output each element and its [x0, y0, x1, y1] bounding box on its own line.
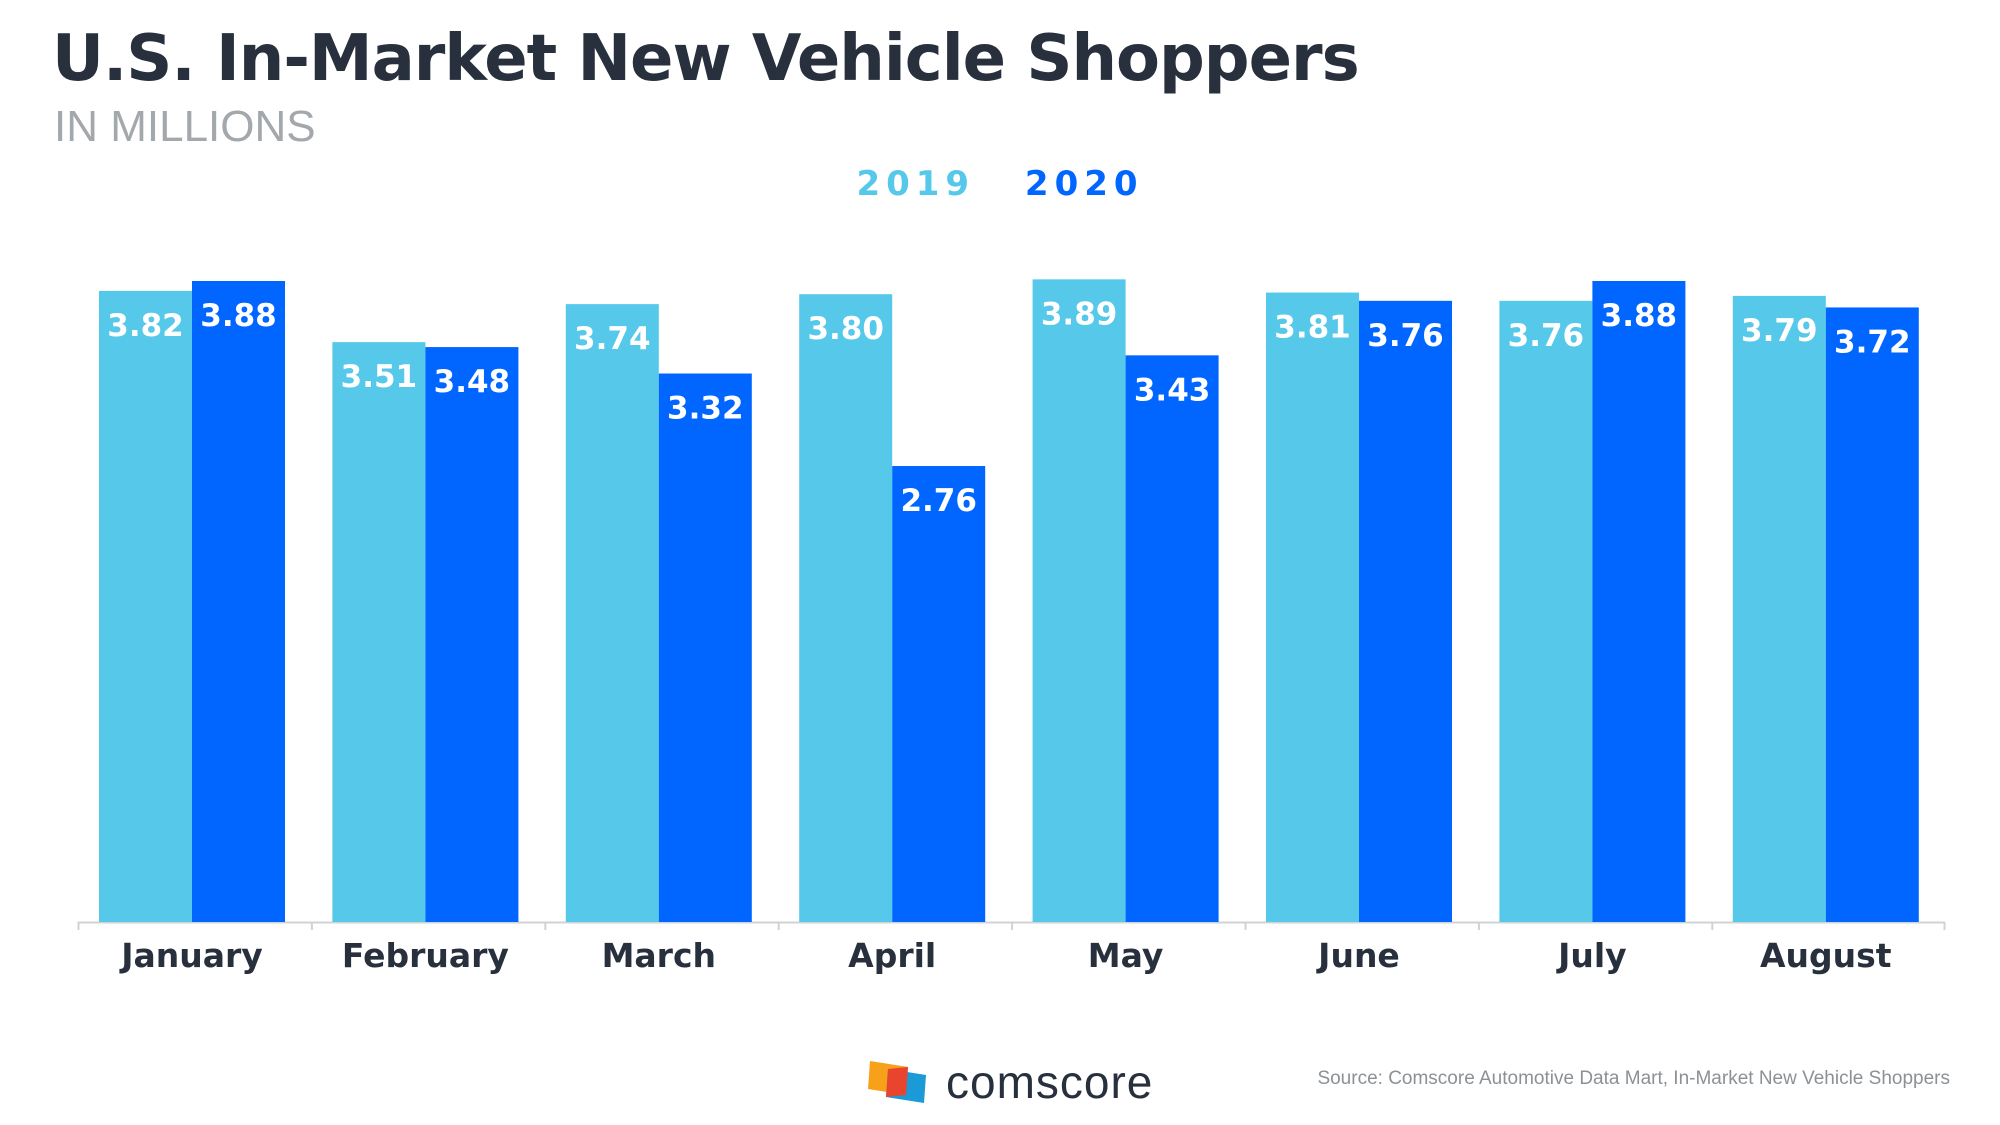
data-label-2019-january: 3.82 — [107, 308, 184, 344]
legend: 2019 2020 — [0, 164, 2000, 204]
chart-title: U.S. In-Market New Vehicle Shoppers — [52, 22, 1360, 96]
data-label-2019-april: 3.80 — [807, 311, 884, 347]
bar-chart: 3.82 3.88 January 3.51 3.48 February 3.74 3.32 M… — [77, 279, 1946, 975]
bar-2019-july — [1499, 300, 1593, 923]
bar-2020-july — [1592, 281, 1686, 922]
bar-2019-august — [1732, 295, 1826, 923]
source-note: Source: Comscore Automotive Data Mart, I… — [1317, 1068, 1950, 1089]
legend-2020: 2020 — [1024, 164, 1144, 204]
category-label-august: August — [1760, 936, 1892, 975]
legend-2019: 2019 — [856, 164, 976, 204]
data-label-2020-february: 3.48 — [434, 364, 511, 400]
data-label-2020-april: 2.76 — [900, 483, 977, 519]
bar-2020-may — [1125, 355, 1219, 922]
data-label-2019-march: 3.74 — [574, 321, 651, 357]
category-label-april: April — [848, 936, 936, 975]
data-label-2019-june: 3.81 — [1274, 310, 1351, 346]
category-label-may: May — [1088, 936, 1164, 975]
data-label-2019-july: 3.76 — [1508, 318, 1585, 354]
comscore-logo-text: comscore — [946, 1056, 1154, 1108]
data-label-2020-july: 3.88 — [1601, 298, 1678, 334]
data-label-2019-august: 3.79 — [1741, 313, 1818, 349]
data-label-2020-march: 3.32 — [667, 391, 744, 427]
bar-2020-january — [192, 281, 285, 922]
category-label-march: March — [602, 936, 716, 975]
category-label-july: July — [1556, 936, 1627, 975]
bar-2019-february — [332, 342, 426, 922]
comscore-logo: comscore — [868, 1055, 1153, 1109]
category-label-june: June — [1316, 936, 1400, 975]
category-label-january: January — [119, 936, 263, 975]
data-label-2020-june: 3.76 — [1367, 318, 1444, 354]
data-label-2019-february: 3.51 — [341, 359, 418, 395]
data-label-2020-may: 3.43 — [1134, 372, 1211, 408]
category-label-february: February — [342, 936, 509, 975]
data-label-2019-may: 3.89 — [1041, 296, 1118, 332]
bar-2020-june — [1359, 300, 1452, 923]
data-label-2020-august: 3.72 — [1834, 324, 1911, 360]
bar-2019-april — [799, 294, 893, 922]
bar-2020-march — [658, 373, 752, 922]
bar-2019-january — [99, 290, 192, 923]
bar-2020-february — [425, 347, 519, 922]
bar-2020-april — [892, 466, 986, 922]
data-label-2020-january: 3.88 — [200, 298, 277, 334]
bar-2019-june — [1266, 292, 1359, 922]
chart-subtitle: IN MILLIONS — [54, 102, 316, 151]
comscore-logo-icon — [868, 1059, 928, 1105]
bar-2020-august — [1825, 307, 1919, 922]
bar-2019-march — [565, 304, 659, 922]
bar-2019-may — [1032, 279, 1126, 923]
